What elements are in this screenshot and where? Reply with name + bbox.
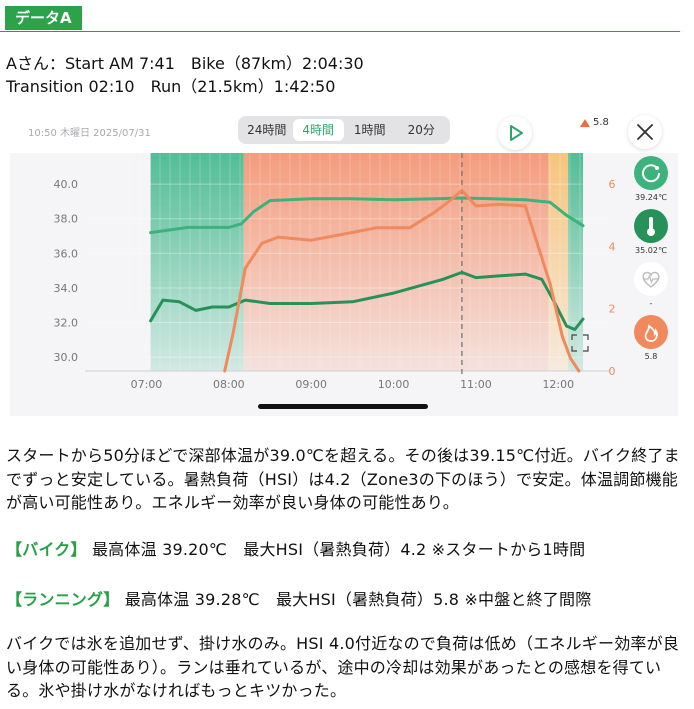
bike-result: 【バイク】 最高体温 39.20℃ 最大HSI（暑熱負荷）4.2 ※スタートから… (6, 538, 686, 562)
tab-1h[interactable]: 1時間 (353, 123, 386, 137)
time-range-selector: 24時間 4時間 1時間 20分 (238, 116, 450, 144)
close-button[interactable] (628, 115, 662, 149)
y-left-tick-label: 36.0 (54, 247, 79, 260)
zone-band (548, 153, 569, 371)
x-tick-label: 09:00 (295, 378, 327, 391)
y-left-tick-label: 40.0 (54, 178, 79, 191)
play-button[interactable] (498, 116, 532, 150)
y-left-tick-label: 30.0 (54, 351, 79, 364)
y-left-tick-label: 32.0 (54, 317, 79, 330)
app-toolbar: 10:50 木曜日 2025/07/31 24時間 4時間 1時間 20分 5.… (10, 111, 678, 153)
y-right-tick-label: 4 (609, 240, 616, 253)
summary-line-1: Aさん：Start AM 7:41 Bike（87km）2:04:30 (6, 54, 364, 73)
heart-rate-value: - (649, 299, 653, 308)
section-header: データA (0, 6, 680, 32)
x-tick-label: 07:00 (131, 378, 163, 391)
skin-temp-metric[interactable]: 35.02℃ (626, 209, 676, 262)
flame-icon (644, 324, 658, 342)
thermometer-icon (647, 217, 655, 236)
run-text: 最高体温 39.28℃ 最大HSI（暑熱負荷）5.8 ※中盤と終了間際 (124, 590, 592, 609)
y-left-tick-label: 38.0 (54, 213, 79, 226)
notes-paragraph: バイクでは氷を追加せず、掛け水のみ。HSI 4.0付近なので負荷は低め（エネルギ… (6, 634, 679, 700)
risk-value: 5.8 (593, 117, 609, 128)
run-label: 【ランニング】 (6, 590, 120, 609)
zone-band (243, 153, 549, 371)
expand-icon[interactable] (571, 334, 589, 352)
series-line-1 (149, 270, 585, 331)
bike-text: 最高体温 39.20℃ 最大HSI（暑熱負荷）4.2 ※スタートから1時間 (91, 540, 586, 559)
close-icon (637, 124, 653, 140)
heart-rate-metric[interactable]: - (626, 262, 676, 315)
heart-icon (642, 271, 660, 288)
warning-triangle-icon (580, 118, 590, 127)
x-tick-label: 10:00 (378, 378, 410, 391)
play-icon (510, 125, 523, 141)
section-tag: データA (5, 6, 82, 30)
temperature-chart: 30.0 32.0 34.0 36.0 38.0 40.0 0 2 4 6 07:00 08:00 09… (54, 153, 616, 391)
series-line-0 (149, 196, 585, 235)
bike-label: 【バイク】 (6, 540, 87, 559)
tab-24h[interactable]: 24時間 (247, 123, 287, 137)
hsi-value: 5.8 (644, 352, 658, 361)
y-right-tick-label: 0 (609, 365, 616, 378)
zone-band (150, 153, 244, 371)
zone-band (568, 153, 583, 371)
tab-20m[interactable]: 20分 (407, 123, 435, 137)
analysis-paragraph: スタートから50分ほどで深部体温が39.0℃を超える。その後は39.15℃付近。… (6, 446, 680, 512)
core-temp-value: 39.24℃ (635, 193, 667, 202)
skin-temp-value: 35.02℃ (635, 246, 667, 255)
tab-4h[interactable]: 4時間 (292, 119, 344, 141)
y-left-tick-label: 34.0 (54, 282, 79, 295)
hsi-metric[interactable]: 5.8 (626, 315, 676, 368)
series-line-2 (223, 188, 581, 373)
x-tick-label: 08:00 (213, 378, 245, 391)
home-indicator (258, 404, 428, 409)
summary-line-2: Transition 02:10 Run（21.5km）1:42:50 (6, 77, 336, 96)
core-temp-icon (642, 164, 661, 183)
app-screenshot: 10:50 木曜日 2025/07/31 24時間 4時間 1時間 20分 5.… (10, 111, 678, 416)
y-right-tick-label: 6 (609, 178, 616, 191)
metric-sidebar: 39.24℃ 35.02℃ - (626, 156, 676, 368)
timestamp: 10:50 木曜日 2025/07/31 (28, 128, 151, 139)
y-right-tick-label: 2 (609, 303, 616, 316)
x-tick-label: 11:00 (460, 378, 492, 391)
core-temp-metric[interactable]: 39.24℃ (626, 156, 676, 209)
run-result: 【ランニング】 最高体温 39.28℃ 最大HSI（暑熱負荷）5.8 ※中盤と終… (6, 588, 686, 612)
risk-indicator: 5.8 (580, 117, 609, 128)
x-tick-label: 12:00 (542, 378, 574, 391)
race-summary: Aさん：Start AM 7:41 Bike（87km）2:04:30 Tran… (6, 52, 686, 98)
